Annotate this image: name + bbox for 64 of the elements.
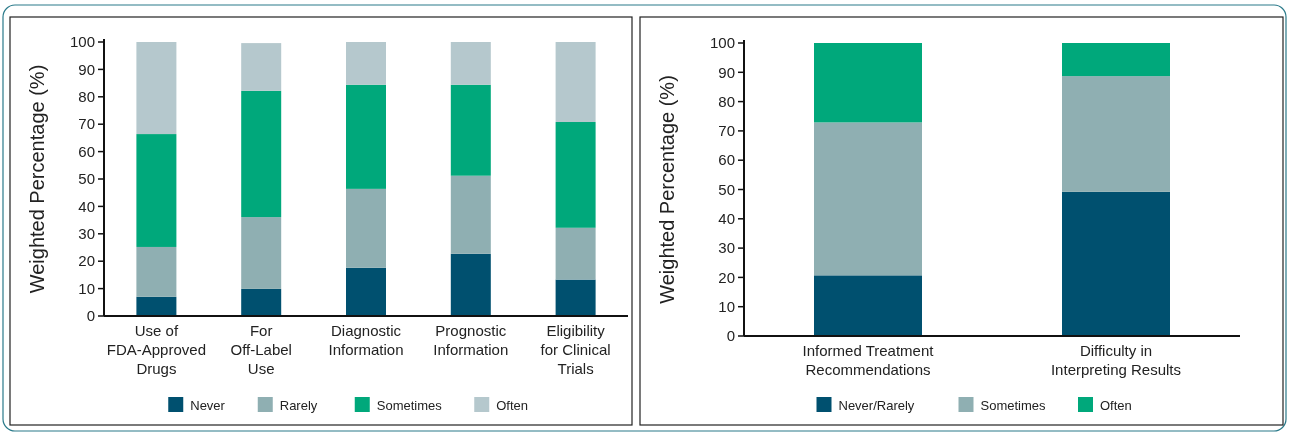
x-tick-label: Difficulty in Interpreting Results (1050, 342, 1182, 378)
bar (1062, 43, 1170, 77)
y-tick-label: 70 (718, 122, 735, 140)
bar (555, 42, 596, 123)
y-tick-label: 70 (78, 115, 95, 133)
bar (814, 122, 922, 276)
y-tick-label: 0 (86, 307, 95, 325)
legend-label: Sometimes (376, 397, 443, 413)
y-tick-label: 40 (718, 210, 735, 228)
bar (136, 296, 177, 316)
bar (814, 275, 922, 336)
bar (346, 267, 386, 316)
x-tick-label: Use of FDA-Approved Drugs (106, 322, 207, 377)
bar (346, 188, 386, 268)
bar (1062, 191, 1170, 336)
y-tick-label: 20 (718, 268, 735, 286)
bar (136, 42, 177, 135)
bar (450, 175, 491, 254)
x-tick-label: Eligibility for Clinical Trials (540, 322, 611, 377)
y-tick-label: 60 (718, 151, 735, 169)
legend-label: Never/Rarely (838, 397, 915, 413)
y-tick-label: 100 (709, 34, 735, 52)
y-tick-label: 60 (78, 142, 95, 160)
y-tick-label: 90 (78, 60, 95, 78)
y-tick-label: 10 (718, 297, 735, 315)
bar (346, 42, 386, 85)
bar (450, 42, 491, 85)
bar (136, 134, 177, 247)
x-tick-label: Diagnostic Information (328, 322, 404, 358)
bar (450, 253, 491, 316)
bar (555, 227, 596, 280)
y-tick-label: 80 (718, 92, 735, 110)
bar (346, 84, 386, 189)
y-axis-title: Weighted Percentage (%) (26, 64, 48, 294)
bar (450, 84, 491, 176)
bar (814, 43, 922, 123)
y-tick-label: 50 (78, 170, 95, 188)
legend-label: Often (1100, 397, 1132, 413)
y-tick-label: 10 (78, 279, 95, 297)
y-tick-label: 0 (726, 327, 735, 345)
x-tick-label: For Off-Label Use (230, 322, 292, 377)
legend-label: Often (496, 397, 529, 413)
bar (241, 217, 282, 289)
bar (136, 246, 177, 297)
y-tick-label: 20 (78, 252, 95, 270)
y-tick-label: 30 (78, 225, 95, 243)
x-tick-label: Informed Treatment Recommendations (802, 342, 935, 378)
bar (1062, 76, 1170, 192)
bar (241, 43, 282, 91)
y-tick-label: 30 (718, 239, 735, 257)
bar (555, 279, 596, 316)
legend-label: Sometimes (980, 397, 1047, 413)
bar (241, 90, 282, 218)
legend-label: Never (190, 397, 226, 413)
bar (241, 288, 282, 316)
y-tick-label: 40 (78, 197, 95, 215)
y-tick-label: 50 (718, 180, 735, 198)
y-tick-label: 90 (718, 63, 735, 81)
x-tick-label: Prognostic Information (433, 322, 509, 358)
y-axis-title: Weighted Percentage (%) (656, 75, 678, 304)
legend-label: Rarely (279, 397, 318, 413)
bar (555, 122, 596, 228)
y-tick-label: 80 (78, 88, 95, 106)
y-tick-label: 100 (69, 33, 95, 51)
